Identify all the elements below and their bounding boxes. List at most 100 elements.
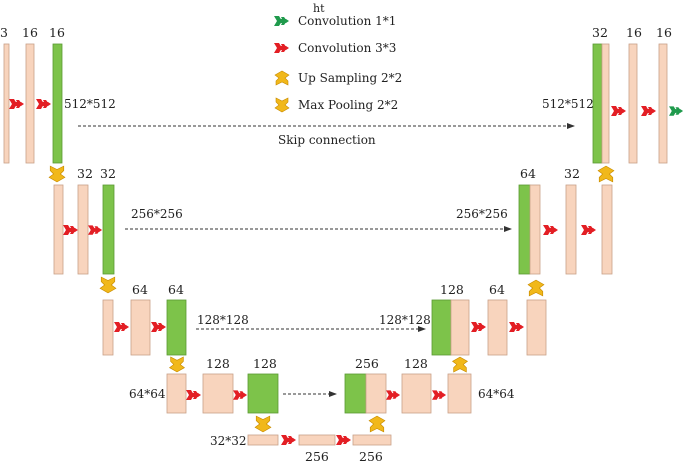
resolution-l3-left: 128*128: [197, 313, 249, 327]
resolution-l5: 32*32: [210, 434, 247, 448]
header-text: ht: [313, 2, 325, 15]
feature-map-bottleneck-conv1: [298, 434, 336, 446]
legend: Convolution 1*1 Convolution 3*3 Up Sampl…: [274, 14, 402, 113]
channel-label: 64: [168, 282, 184, 297]
channel-label: 128: [440, 282, 464, 297]
resolution-l3-right: 128*128: [379, 313, 431, 327]
conv3x3-arrow-icon: [114, 322, 129, 332]
channel-label: 32: [77, 166, 93, 181]
feature-map-dec1-up: [601, 43, 610, 164]
feature-map-dec4-up: [365, 373, 387, 414]
channel-label: 256: [355, 356, 379, 371]
conv3x3-arrow-icon: [9, 99, 24, 109]
feature-map-dec3-skip: [431, 299, 452, 356]
conv3x3-arrow-icon: [432, 390, 447, 400]
feature-map-dec1-conv1: [628, 43, 638, 164]
maxpooling-legend-icon: [274, 97, 290, 113]
upsampling-icon: [368, 415, 386, 433]
resolution-l4-left: 64*64: [129, 387, 166, 401]
maxpooling-icon: [169, 356, 185, 373]
resolution-l4-right: 64*64: [478, 387, 515, 401]
conv3x3-arrow-icon: [233, 390, 248, 400]
conv3x3-arrow-icon: [36, 99, 51, 109]
feature-map-dec2-conv1: [565, 184, 577, 275]
feature-map-enc2-pool: [53, 184, 64, 275]
feature-map-enc3-pool: [102, 299, 114, 356]
resolution-l2-right: 256*256: [456, 207, 508, 221]
channel-label: 128: [206, 356, 230, 371]
resolution-l1-left: 512*512: [64, 97, 116, 111]
channel-label: 16: [49, 25, 65, 40]
channel-label: 256: [359, 449, 383, 462]
feature-map-enc3-conv1: [130, 299, 151, 356]
feature-map-dec4-skip: [344, 373, 367, 414]
conv3x3-arrow-icon: [88, 225, 103, 235]
channel-label: 256: [305, 449, 329, 462]
conv3x3-arrow-icon: [186, 390, 201, 400]
feature-map-enc1-conv1: [25, 43, 35, 164]
conv3x3-legend-icon: [274, 43, 289, 53]
feature-map-dec4-conv2: [447, 373, 472, 414]
channel-label: 128: [253, 356, 277, 371]
feature-map-enc2-conv2: [102, 184, 115, 275]
feature-maps: [3, 43, 668, 446]
feature-map-enc3-conv2: [166, 299, 187, 356]
channel-label: 32: [592, 25, 608, 40]
legend-conv3x3-label: Convolution 3*3: [298, 41, 396, 55]
resolution-labels: 512*512 512*512 256*256 256*256 128*128 …: [64, 97, 594, 448]
legend-maxpooling-label: Max Pooling 2*2: [298, 98, 398, 112]
channel-label: 64: [520, 166, 536, 181]
conv3x3-arrow-icon: [543, 225, 558, 235]
channel-label: 16: [656, 25, 672, 40]
feature-map-enc1-conv2: [52, 43, 63, 164]
skip-connection-label: Skip connection: [278, 133, 376, 147]
upsampling-icon: [452, 356, 468, 373]
feature-map-dec1-conv2: [658, 43, 668, 164]
feature-map-enc2-conv1: [77, 184, 89, 275]
resolution-l1-right: 512*512: [542, 97, 594, 111]
conv3x3-arrow-icon: [336, 435, 351, 445]
feature-map-enc1-input: [3, 43, 10, 164]
conv3x3-arrow-icon: [581, 225, 596, 235]
upsampling-legend-icon: [274, 70, 290, 86]
conv1x1-legend-icon: [274, 16, 289, 26]
feature-map-dec4-conv1: [401, 373, 432, 414]
conv3x3-arrow-icon: [471, 322, 486, 332]
resolution-l2-left: 256*256: [131, 207, 183, 221]
legend-conv1x1-label: Convolution 1*1: [298, 14, 396, 28]
feature-map-enc4-pool: [166, 373, 187, 414]
feature-map-bottleneck-conv2: [352, 434, 392, 446]
feature-map-enc4-conv2: [247, 373, 279, 414]
conv3x3-arrow-icon: [509, 322, 524, 332]
legend-upsampling-label: Up Sampling 2*2: [298, 71, 402, 85]
maxpooling-icon: [99, 276, 117, 294]
upsampling-icon: [527, 279, 545, 297]
skip-connections: Skip connection: [78, 123, 575, 397]
channel-label: 64: [489, 282, 505, 297]
channel-labels: 3 16 16 32 32 64 64 128 128 256 256 256 …: [0, 25, 672, 462]
channel-label: 16: [22, 25, 38, 40]
channel-label: 64: [132, 282, 148, 297]
upsampling-icon: [597, 165, 615, 183]
feature-map-dec3-up: [450, 299, 470, 356]
conv3x3-arrow-icon: [641, 106, 656, 116]
feature-map-dec2-up: [529, 184, 541, 275]
feature-map-bottleneck-pool: [247, 434, 279, 446]
conv3x3-arrow-icon: [63, 225, 78, 235]
channel-label: 16: [626, 25, 642, 40]
conv3x3-arrow-icon: [281, 435, 296, 445]
channel-label: 32: [564, 166, 580, 181]
feature-map-dec2-conv2: [601, 184, 613, 275]
channel-label: 3: [0, 25, 8, 40]
channel-label: 32: [100, 166, 116, 181]
conv3x3-arrow-icon: [611, 106, 626, 116]
maxpooling-icon: [254, 415, 272, 433]
conv3x3-arrow-icon: [386, 390, 401, 400]
feature-map-dec3-conv2: [526, 299, 547, 356]
conv1x1-arrow-icon: [669, 106, 684, 116]
feature-map-enc4-conv1: [202, 373, 234, 414]
channel-label: 128: [404, 356, 428, 371]
conv3x3-arrow-icon: [151, 322, 166, 332]
maxpooling-icon: [48, 165, 66, 183]
